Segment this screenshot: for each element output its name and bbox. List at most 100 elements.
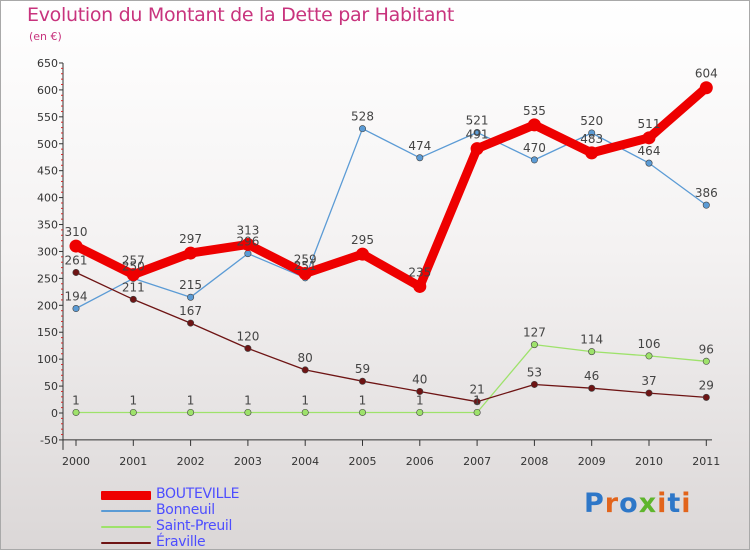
x-tick-label: 2011 — [692, 455, 720, 468]
data-label: 1 — [129, 393, 137, 407]
legend-label: Éraville — [156, 534, 206, 550]
data-label: 521 — [466, 113, 489, 127]
y-tick-label: 350 — [37, 219, 58, 232]
data-point — [585, 146, 599, 160]
data-label: 386 — [695, 186, 718, 200]
y-tick-label: 600 — [37, 84, 58, 97]
logo-letter: o — [619, 488, 639, 519]
data-point — [126, 268, 140, 282]
data-label: 46 — [584, 369, 599, 383]
data-point — [645, 159, 653, 167]
legend-item: Bonneuil — [101, 502, 301, 518]
data-point — [356, 247, 369, 261]
legend-label: Bonneuil — [156, 502, 215, 518]
proxiti-logo: Proxiti — [584, 488, 692, 519]
data-label: 535 — [523, 104, 546, 118]
y-tick-label: 0 — [51, 407, 58, 420]
series-bonneuil — [72, 125, 710, 313]
y-tick-label: 250 — [37, 272, 58, 285]
data-label: 251 — [294, 259, 317, 273]
data-label: 53 — [527, 365, 542, 379]
legend-swatch — [101, 490, 151, 500]
data-point — [184, 246, 198, 260]
data-label: 40 — [412, 372, 427, 386]
data-label: 114 — [580, 333, 603, 347]
data-label: 464 — [638, 144, 661, 158]
data-label: 59 — [355, 362, 370, 376]
x-tick-label: 2002 — [177, 455, 205, 468]
x-tick-label: 2001 — [119, 455, 147, 468]
data-label: 215 — [179, 278, 202, 292]
data-label: 313 — [236, 223, 259, 237]
data-label: 259 — [294, 253, 317, 267]
data-point — [473, 398, 481, 406]
data-point — [358, 377, 366, 385]
data-label: 1 — [301, 393, 309, 407]
data-label: 297 — [179, 232, 202, 246]
data-label: 1 — [187, 393, 195, 407]
legend-label: BOUTEVILLE — [156, 486, 240, 502]
y-tick-label: 550 — [37, 111, 58, 124]
data-label: 604 — [695, 67, 718, 81]
data-label: 1 — [473, 393, 481, 407]
data-point — [72, 305, 80, 313]
data-label: 127 — [523, 326, 546, 340]
data-point — [473, 408, 481, 416]
data-label: 491 — [466, 128, 489, 142]
data-point — [702, 393, 710, 401]
series--raville — [72, 268, 710, 406]
data-label: 296 — [236, 235, 259, 249]
legend-item: Saint-Preuil — [101, 518, 301, 534]
data-label: 211 — [122, 280, 145, 294]
data-point — [702, 201, 710, 209]
y-tick-label: -50 — [40, 434, 58, 447]
data-label: 483 — [580, 132, 603, 146]
data-point — [530, 156, 538, 164]
logo-letter: i — [657, 488, 668, 519]
data-label: 167 — [179, 304, 202, 318]
logo-letter: t — [667, 488, 682, 519]
x-tick-label: 2007 — [463, 455, 491, 468]
data-label: 1 — [359, 393, 367, 407]
y-tick-label: 50 — [44, 380, 58, 393]
data-point — [298, 267, 312, 281]
x-tick-label: 2000 — [62, 455, 90, 468]
data-point — [72, 268, 80, 276]
data-point — [358, 408, 366, 416]
data-point — [527, 118, 541, 132]
data-label: 528 — [351, 110, 374, 124]
chart-title: Evolution du Montant de la Dette par Hab… — [27, 4, 455, 26]
x-tick-label: 2003 — [234, 455, 262, 468]
data-label: 194 — [65, 290, 88, 304]
y-tick-label: 200 — [37, 299, 58, 312]
data-point — [72, 408, 80, 416]
data-point — [244, 344, 252, 352]
data-point — [416, 154, 424, 162]
series-line-bouteville — [71, 83, 711, 291]
data-label: 1 — [416, 393, 424, 407]
data-point — [416, 387, 424, 395]
data-point — [473, 128, 481, 136]
data-point — [129, 295, 137, 303]
data-label: 120 — [236, 329, 259, 343]
series-line-bonneuil — [75, 128, 707, 310]
data-label: 511 — [638, 117, 661, 131]
logo-letter: P — [584, 488, 605, 519]
data-point — [244, 250, 252, 258]
data-point — [416, 408, 424, 416]
data-label: 235 — [408, 265, 431, 279]
data-point — [187, 293, 195, 301]
y-tick-label: 500 — [37, 138, 58, 151]
data-point — [645, 389, 653, 397]
data-point — [588, 348, 596, 356]
data-point — [301, 366, 309, 374]
data-point — [702, 357, 710, 365]
legend-item: Éraville — [101, 534, 301, 550]
data-label: 250 — [122, 259, 145, 273]
data-label: 37 — [641, 374, 656, 388]
legend-label: Saint-Preuil — [156, 518, 233, 534]
data-label: 474 — [408, 139, 431, 153]
